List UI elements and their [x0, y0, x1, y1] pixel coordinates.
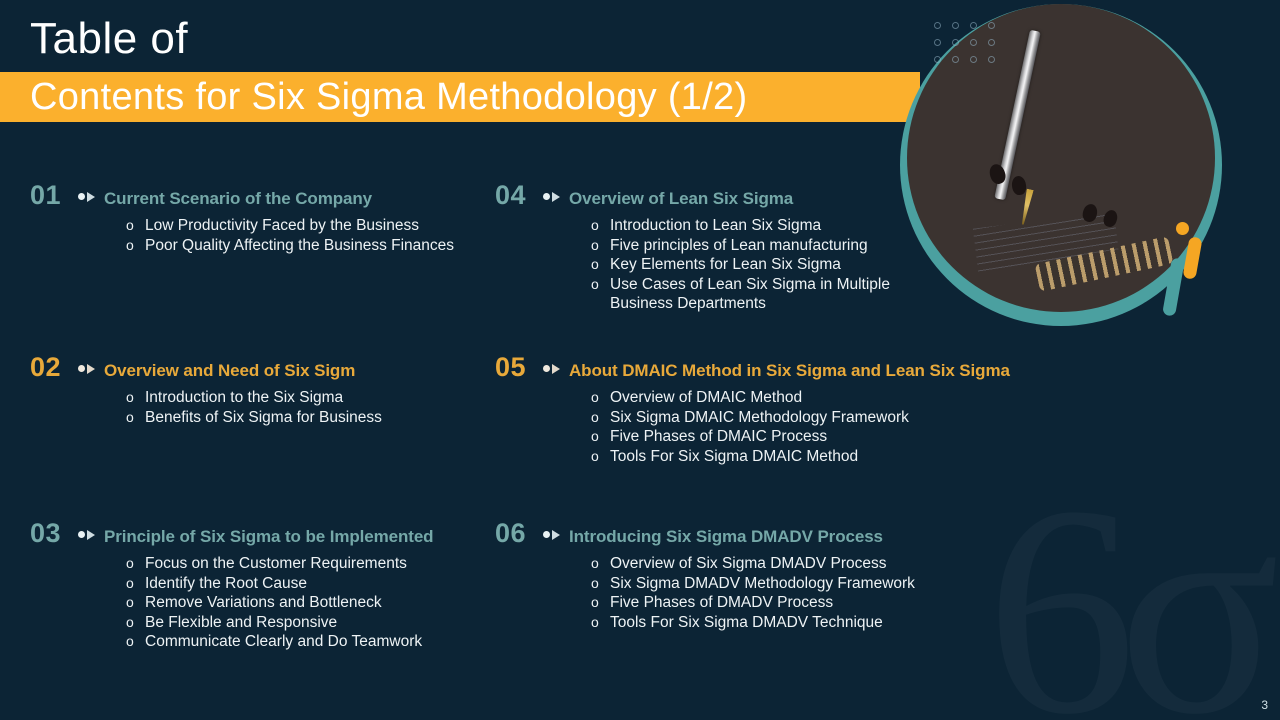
grid-dot — [952, 22, 959, 29]
toc-item-header: 06 Introducing Six Sigma DMADV Process — [495, 518, 1095, 549]
toc-subitem[interactable]: Overview of DMAIC Method — [591, 388, 1095, 408]
toc-subitem[interactable]: Key Elements for Lean Six Sigma — [591, 255, 1095, 275]
grid-dot — [970, 39, 977, 46]
grid-dot — [970, 56, 977, 63]
grid-dot — [988, 56, 995, 63]
toc-subitem[interactable]: Focus on the Customer Requirements — [126, 554, 500, 574]
accent-dot-yellow — [1176, 222, 1189, 235]
triangle-right-icon — [87, 529, 95, 540]
toc-subitem[interactable]: Low Productivity Faced by the Business — [126, 216, 500, 236]
bullet-arrow-icon — [543, 529, 560, 540]
toc-subitem[interactable]: Overview of Six Sigma DMADV Process — [591, 554, 1095, 574]
toc-subitem[interactable]: Six Sigma DMAIC Methodology Framework — [591, 408, 1095, 428]
toc-subitem-list: Overview of DMAIC MethodSix Sigma DMAIC … — [495, 388, 1095, 466]
toc-item-02[interactable]: 02 Overview and Need of Six Sigm Introduct… — [30, 352, 500, 427]
toc-item-number: 03 — [30, 518, 62, 548]
toc-subitem[interactable]: Use Cases of Lean Six Sigma in Multiple … — [591, 275, 1095, 314]
toc-subitem[interactable]: Tools For Six Sigma DMAIC Method — [591, 447, 1095, 467]
bullet-dot-icon — [78, 365, 85, 372]
grid-dot — [934, 22, 941, 29]
bullet-dot-icon — [543, 531, 550, 538]
bullet-arrow-icon — [543, 191, 560, 202]
toc-item-number: 04 — [495, 180, 527, 210]
toc-item-title: Current Scenario of the Company — [104, 189, 372, 208]
toc-subitem[interactable]: Introduction to the Six Sigma — [126, 388, 500, 408]
toc-item-06[interactable]: 06 Introducing Six Sigma DMADV Process Ove… — [495, 518, 1095, 632]
toc-subitem[interactable]: Five Phases of DMADV Process — [591, 593, 1095, 613]
bullet-dot-icon — [543, 193, 550, 200]
bullet-dot-icon — [543, 365, 550, 372]
toc-item-05[interactable]: 05 About DMAIC Method in Six Sigma and Le… — [495, 352, 1095, 466]
grid-dot — [934, 39, 941, 46]
toc-subitem-list: Introduction to Lean Six SigmaFive princ… — [495, 216, 1095, 314]
toc-subitem[interactable]: Tools For Six Sigma DMADV Technique — [591, 613, 1095, 633]
toc-item-title: Introducing Six Sigma DMADV Process — [569, 527, 883, 546]
toc-item-title: About DMAIC Method in Six Sigma and Lean… — [569, 361, 1010, 380]
bullet-dot-icon — [78, 531, 85, 538]
toc-subitem[interactable]: Remove Variations and Bottleneck — [126, 593, 500, 613]
toc-subitem[interactable]: Communicate Clearly and Do Teamwork — [126, 632, 500, 652]
toc-subitem[interactable]: Five Phases of DMAIC Process — [591, 427, 1095, 447]
grid-dot — [988, 22, 995, 29]
page-title-line-2: Contents for Six Sigma Methodology (1/2) — [30, 76, 748, 118]
toc-item-04[interactable]: 04 Overview of Lean Six Sigma Introduction… — [495, 180, 1095, 314]
page-number: 3 — [1261, 698, 1268, 712]
toc-subitem-list: Overview of Six Sigma DMADV ProcessSix S… — [495, 554, 1095, 632]
triangle-right-icon — [87, 363, 95, 374]
toc-subitem-list: Introduction to the Six SigmaBenefits of… — [30, 388, 500, 427]
bullet-dot-icon — [78, 193, 85, 200]
triangle-right-icon — [552, 191, 560, 202]
grid-dot — [934, 56, 941, 63]
toc-item-number: 01 — [30, 180, 62, 210]
toc-item-header: 01 Current Scenario of the Company — [30, 180, 500, 211]
page-title-line-1: Table of — [30, 14, 189, 63]
bullet-arrow-icon — [78, 191, 95, 202]
triangle-right-icon — [552, 529, 560, 540]
toc-item-header: 04 Overview of Lean Six Sigma — [495, 180, 1095, 211]
dot-grid-decoration — [934, 22, 1006, 73]
toc-item-header: 05 About DMAIC Method in Six Sigma and Le… — [495, 352, 1095, 383]
toc-subitem[interactable]: Poor Quality Affecting the Business Fina… — [126, 236, 500, 256]
bullet-arrow-icon — [78, 529, 95, 540]
bullet-arrow-icon — [78, 363, 95, 374]
toc-subitem[interactable]: Be Flexible and Responsive — [126, 613, 500, 633]
toc-item-title: Overview of Lean Six Sigma — [569, 189, 794, 208]
title-banner-band — [0, 72, 920, 122]
toc-subitem[interactable]: Introduction to Lean Six Sigma — [591, 216, 1095, 236]
toc-subitem-list: Focus on the Customer RequirementsIdenti… — [30, 554, 500, 652]
toc-item-header: 02 Overview and Need of Six Sigm — [30, 352, 500, 383]
grid-dot — [970, 22, 977, 29]
toc-item-title: Overview and Need of Six Sigm — [104, 361, 356, 380]
toc-item-03[interactable]: 03 Principle of Six Sigma to be Implement… — [30, 518, 500, 652]
triangle-right-icon — [552, 363, 560, 374]
photo-disc — [907, 4, 1215, 312]
toc-item-header: 03 Principle of Six Sigma to be Implement… — [30, 518, 500, 549]
toc-item-number: 05 — [495, 352, 527, 382]
toc-item-title: Principle of Six Sigma to be Implemented — [104, 527, 434, 546]
toc-item-01[interactable]: 01 Current Scenario of the Company Low Pro… — [30, 180, 500, 255]
hero-photo — [900, 4, 1222, 326]
bullet-arrow-icon — [543, 363, 560, 374]
grid-dot — [952, 56, 959, 63]
toc-subitem[interactable]: Six Sigma DMADV Methodology Framework — [591, 574, 1095, 594]
grid-dot — [952, 39, 959, 46]
toc-item-number: 06 — [495, 518, 527, 548]
triangle-right-icon — [87, 191, 95, 202]
toc-subitem-list: Low Productivity Faced by the BusinessPo… — [30, 216, 500, 255]
grid-dot — [988, 39, 995, 46]
toc-subitem[interactable]: Five principles of Lean manufacturing — [591, 236, 1095, 256]
toc-subitem[interactable]: Identify the Root Cause — [126, 574, 500, 594]
toc-subitem[interactable]: Benefits of Six Sigma for Business — [126, 408, 500, 428]
toc-item-number: 02 — [30, 352, 62, 382]
